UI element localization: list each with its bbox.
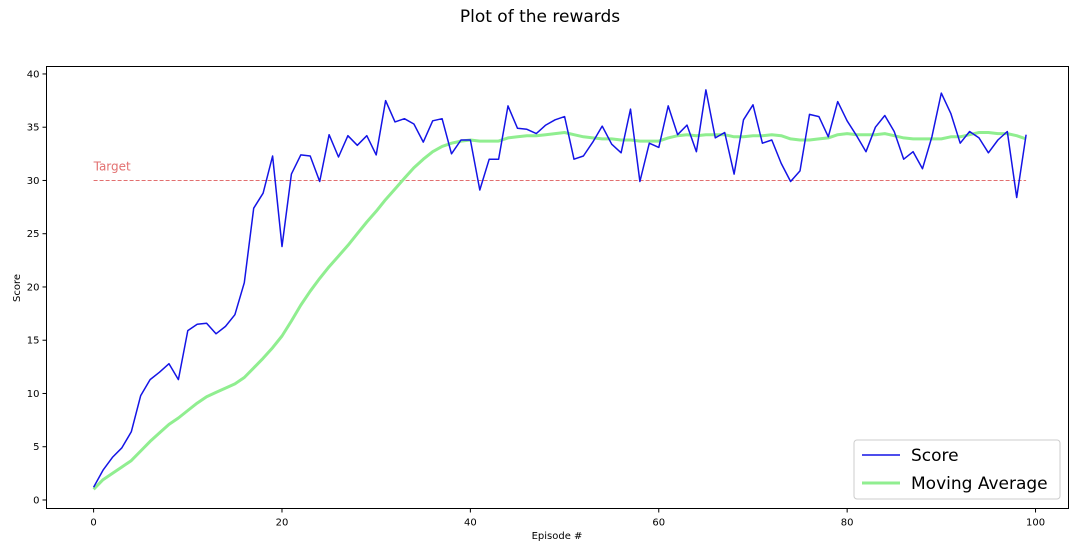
y-tick-label: 40 <box>27 69 40 80</box>
series-group <box>92 89 1027 491</box>
y-tick-label: 10 <box>27 389 40 400</box>
chart-title: Plot of the rewards <box>460 7 620 27</box>
x-tick-label: 20 <box>276 518 289 529</box>
legend-label: Score <box>911 446 959 466</box>
score-series-line <box>92 89 1027 488</box>
y-tick-label: 25 <box>27 229 40 240</box>
x-tick-label: 0 <box>90 518 96 529</box>
y-tick-label: 30 <box>27 176 40 187</box>
x-axis: 0 20 40 60 80 100 <box>90 508 1045 529</box>
x-tick-label: 40 <box>464 518 477 529</box>
legend-box <box>853 439 1061 500</box>
x-tick-label: 100 <box>1026 518 1045 529</box>
x-tick-label: 60 <box>652 518 665 529</box>
x-axis-label: Episode # <box>532 531 583 542</box>
y-tick-label: 20 <box>27 282 40 293</box>
x-tick-label: 80 <box>841 518 854 529</box>
y-tick-label: 35 <box>27 123 40 134</box>
legend: Score Moving Average <box>853 439 1061 500</box>
y-tick-label: 0 <box>33 495 39 506</box>
target-label: Target <box>93 159 131 173</box>
y-tick-label: 5 <box>33 442 39 453</box>
y-tick-label: 15 <box>27 336 40 347</box>
moving-average-series-line <box>92 131 1027 491</box>
y-axis: 0 5 10 15 20 25 30 35 40 <box>27 69 47 506</box>
legend-label: Moving Average <box>911 474 1048 494</box>
target-reference: Target <box>93 159 1027 181</box>
plot-area <box>46 66 1069 509</box>
y-axis-label: Score <box>12 274 23 302</box>
